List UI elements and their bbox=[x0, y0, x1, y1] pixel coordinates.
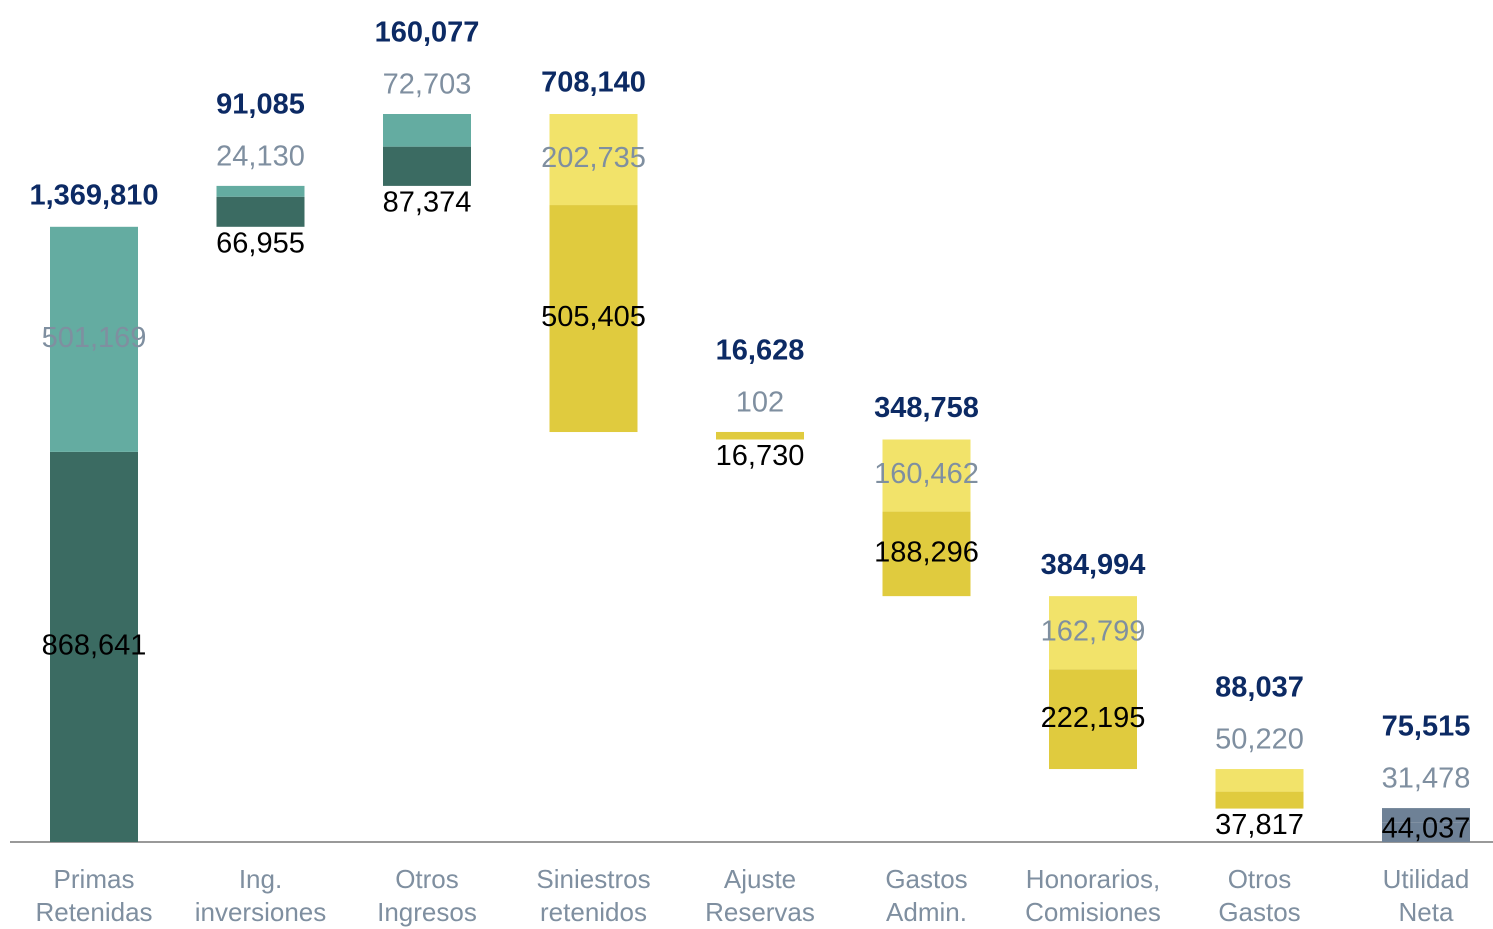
x-tick-label: Retenidas bbox=[35, 897, 152, 927]
value-label: 37,817 bbox=[1215, 809, 1304, 841]
x-tick-label: Reservas bbox=[705, 897, 815, 927]
bar-segment bbox=[549, 205, 638, 433]
x-tick-label: Utilidad bbox=[1383, 864, 1470, 894]
value-label: 222,195 bbox=[1041, 702, 1146, 734]
value-label: 44,037 bbox=[1382, 813, 1471, 845]
bar-segment bbox=[216, 196, 305, 227]
value-label: 31,478 bbox=[1382, 763, 1471, 795]
x-tick-label: Primas bbox=[54, 864, 135, 894]
bar-segment bbox=[549, 114, 638, 206]
value-label: 87,374 bbox=[383, 187, 472, 219]
value-label: 188,296 bbox=[874, 537, 979, 569]
x-tick-label: inversiones bbox=[195, 897, 327, 927]
value-label: 50,220 bbox=[1215, 724, 1304, 756]
x-tick-label: Otros bbox=[1228, 864, 1292, 894]
x-tick-label: retenidos bbox=[540, 897, 647, 927]
bar-segment bbox=[882, 511, 971, 597]
bar-segment bbox=[1049, 669, 1137, 770]
value-label: 24,130 bbox=[216, 141, 305, 173]
bar-segment bbox=[716, 431, 804, 440]
total-label: 160,077 bbox=[375, 17, 480, 49]
value-label: 162,799 bbox=[1041, 615, 1146, 647]
value-label: 868,641 bbox=[42, 630, 147, 662]
bar-segment bbox=[50, 451, 138, 842]
x-tick-label: Ingresos bbox=[377, 897, 477, 927]
total-label: 91,085 bbox=[216, 89, 305, 121]
total-label: 384,994 bbox=[1041, 549, 1146, 581]
total-label: 348,758 bbox=[874, 392, 979, 424]
value-label: 501,169 bbox=[42, 322, 147, 354]
bar-segment bbox=[50, 226, 138, 452]
x-tick-label: Admin. bbox=[886, 897, 967, 927]
value-label: 202,735 bbox=[541, 142, 646, 174]
x-tick-label: Gastos bbox=[885, 864, 967, 894]
x-tick-label: Ajuste bbox=[724, 864, 796, 894]
x-tick-label: Honorarios, bbox=[1026, 864, 1160, 894]
x-tick-label: Gastos bbox=[1218, 897, 1300, 927]
bar-segment bbox=[216, 185, 305, 197]
value-label: 505,405 bbox=[541, 301, 646, 333]
x-tick-label: Neta bbox=[1399, 897, 1454, 927]
value-label: 160,462 bbox=[874, 458, 979, 490]
total-label: 88,037 bbox=[1215, 672, 1304, 704]
x-tick-label: Otros bbox=[395, 864, 459, 894]
total-label: 16,628 bbox=[716, 335, 805, 367]
x-tick-label: Comisiones bbox=[1025, 897, 1161, 927]
value-label: 102 bbox=[736, 387, 784, 419]
x-tick-label: Ing. bbox=[239, 864, 282, 894]
total-label: 1,369,810 bbox=[29, 179, 158, 211]
bar-segment bbox=[1049, 596, 1137, 670]
value-label: 16,730 bbox=[716, 440, 805, 472]
bar-segment bbox=[1215, 791, 1304, 809]
bar-segment bbox=[1382, 822, 1470, 842]
total-label: 75,515 bbox=[1382, 711, 1471, 743]
bar-segment bbox=[1215, 769, 1304, 792]
bar-segment bbox=[882, 439, 971, 512]
bar-segment bbox=[383, 114, 471, 147]
total-label: 708,140 bbox=[541, 67, 646, 99]
bar-segment bbox=[383, 146, 471, 186]
value-label: 66,955 bbox=[216, 227, 305, 259]
bar-segment bbox=[1382, 808, 1470, 823]
x-tick-label: Siniestros bbox=[536, 864, 650, 894]
value-label: 72,703 bbox=[383, 69, 472, 101]
